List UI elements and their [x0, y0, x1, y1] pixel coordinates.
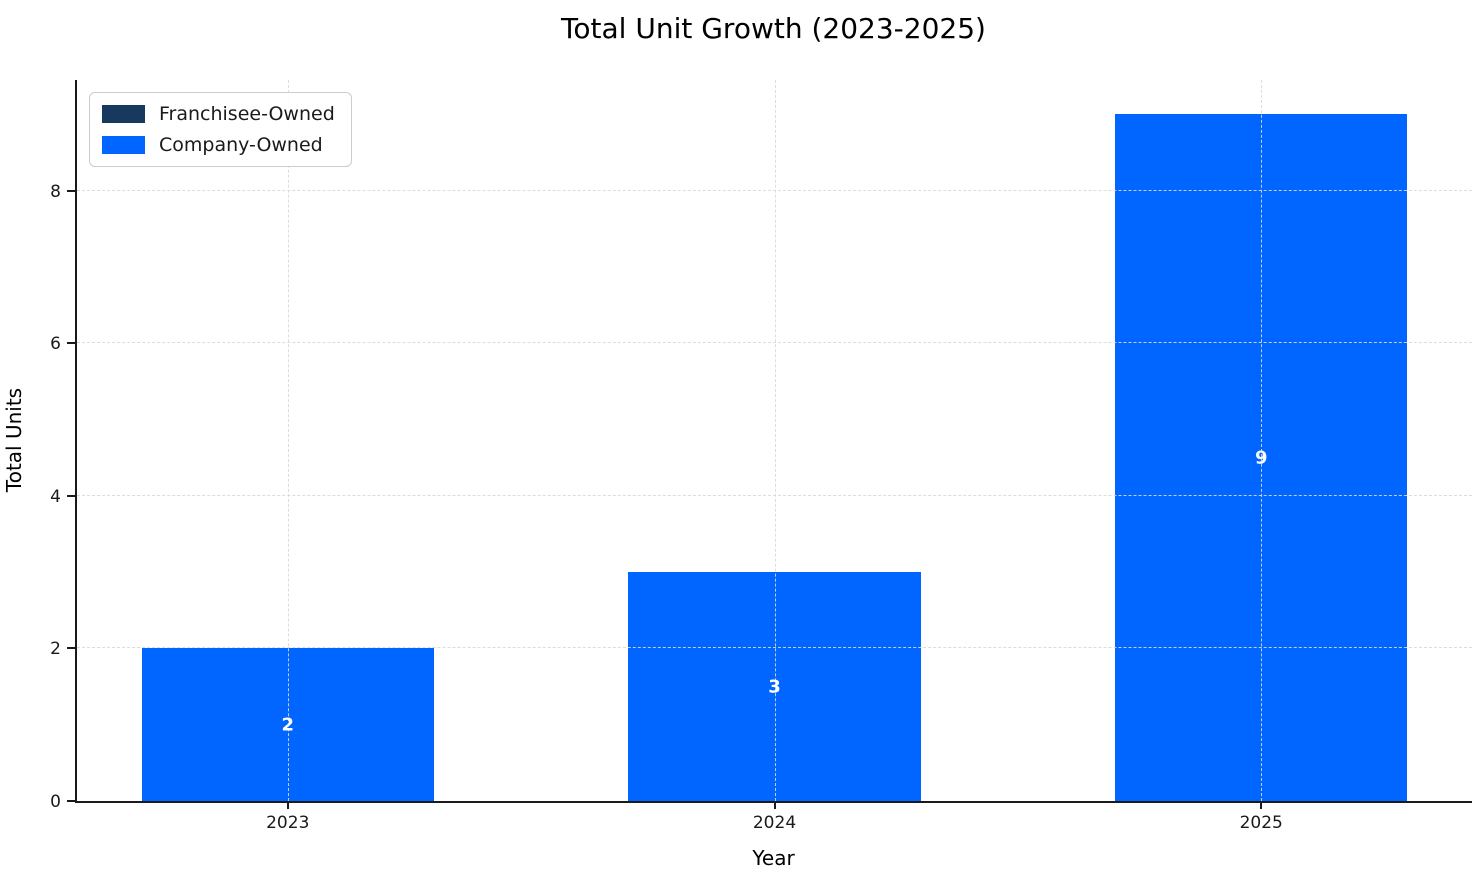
y-tick-mark	[67, 494, 75, 497]
bar-total-label: 9	[1254, 447, 1268, 469]
legend-item: Franchisee-Owned	[102, 103, 335, 125]
x-axis-label: Year	[752, 846, 795, 870]
x-tick-label: 2024	[752, 813, 797, 833]
y-tick-mark	[67, 189, 75, 192]
y-tick-label: 2	[50, 639, 61, 660]
legend-swatch	[102, 136, 145, 154]
x-gridline	[287, 80, 289, 801]
y-tick-mark	[67, 800, 75, 802]
y-tick-label: 4	[50, 486, 61, 507]
legend-label: Franchisee-Owned	[159, 103, 335, 125]
chart-title: Total Unit Growth (2023-2025)	[561, 12, 986, 45]
legend: Franchisee-Owned Company-Owned	[89, 92, 352, 167]
x-gridline	[774, 80, 776, 801]
y-axis-label: Total Units	[2, 387, 26, 493]
legend-item: Company-Owned	[102, 134, 335, 156]
y-tick-label: 6	[50, 334, 61, 355]
x-tick-mark	[286, 801, 289, 809]
plot-area: Franchisee-Owned Company-Owned 0 2 4 6 8 2 2023…	[50, 80, 1472, 833]
x-tick-mark	[1260, 801, 1263, 809]
x-tick-label: 2023	[266, 813, 310, 833]
y-tick-label: 8	[50, 181, 61, 202]
x-gridline	[1261, 80, 1263, 801]
x-tick-label: 2025	[1239, 813, 1283, 833]
legend-swatch	[102, 105, 145, 123]
bar-total-label: 3	[768, 676, 781, 698]
y-tick-mark	[67, 647, 75, 650]
x-tick-mark	[773, 801, 776, 809]
legend-label: Company-Owned	[159, 134, 323, 156]
bar-total-label: 2	[281, 714, 295, 736]
bar-segment-company-owned	[628, 572, 921, 801]
y-tick-label: 0	[50, 792, 61, 812]
y-tick-mark	[67, 342, 75, 345]
